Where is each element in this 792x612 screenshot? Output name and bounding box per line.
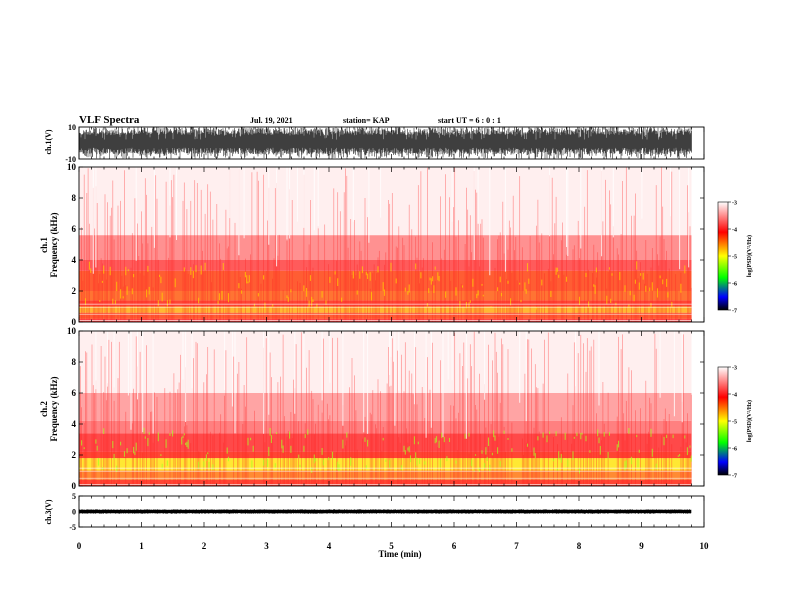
ch1-band-5: [79, 270, 692, 291]
time-tick-3: 3: [264, 541, 269, 551]
ch1-ytick-2: 4: [72, 255, 77, 265]
ch2-spectrogram-panel: ch.2 Frequency (kHz) 0 2 4 6 8 10: [39, 326, 705, 491]
ch2-spectrogram-image: [78, 331, 692, 486]
ch1-ylabel: ch.1(V): [44, 129, 53, 154]
ch3-ylabel: ch.3(V): [44, 499, 53, 524]
time-axis-label: Time (min): [378, 549, 421, 559]
ch1-ytick-0: 0: [72, 317, 77, 327]
ch2-yellow-streaks: [81, 427, 692, 474]
time-tick-6: 6: [452, 541, 457, 551]
ch1-spectrogram-panel: ch.1 Frequency (kHz) 0 2 4 6 8 10: [39, 162, 705, 327]
ch2-band-7: [79, 331, 692, 393]
ch1-colorbar-tick-3: -6: [732, 282, 737, 288]
ch2-colorbar: log(PSD)(V²/Hz) -3 -4 -5 -6 -7: [717, 366, 753, 480]
ch2-band-3: [79, 451, 692, 459]
ch1-colorbar-tick-4: -7: [732, 309, 737, 315]
ch1-white-gaps: [92, 167, 690, 276]
ch3-xticks: [78, 496, 705, 527]
ch2-ytick-1: 2: [72, 450, 77, 460]
ch1-band-3: [79, 300, 692, 307]
ch1-ytick-1: -10: [65, 155, 76, 164]
ch1-spectrogram-image: [78, 167, 692, 322]
ch1-ytick-1: 2: [72, 286, 77, 296]
ch2-colorbar-tick-2: -5: [732, 420, 737, 426]
ch1-band-4: [79, 291, 692, 301]
ch1-colorbar-tick-0: -3: [732, 201, 737, 207]
ch1-waveform-trace: [78, 127, 692, 159]
ch2-ytick-4: 8: [72, 357, 77, 367]
time-tick-0: 0: [77, 541, 82, 551]
ch2-ytick-5: 10: [67, 326, 77, 336]
ch2-band-1: [79, 470, 692, 480]
ch2-freq-label: Frequency (kHz): [49, 376, 59, 441]
ch1-band-6: [79, 260, 692, 271]
ch1-band-7: [79, 235, 692, 260]
ch1-band-2: [79, 306, 692, 313]
time-tick-2: 2: [202, 541, 207, 551]
time-tick-10: 10: [700, 541, 710, 551]
station-label: station= KAP: [343, 116, 390, 125]
ch2-white-gaps: [95, 331, 683, 439]
ch2-band-2: [79, 458, 692, 471]
ch1-xticks: [78, 127, 705, 159]
ch2-colorbar-tick-0: -3: [732, 366, 737, 372]
ch1-colorbar-gradient: [717, 201, 729, 311]
ch2-band-4: [79, 433, 692, 452]
ch1-colorbar: log(PSD)(V²/Hz) -3 -4 -5 -6 -7: [717, 201, 753, 315]
time-tick-9: 9: [639, 541, 644, 551]
figure-title: VLF Spectra: [79, 114, 140, 126]
time-tick-4: 4: [327, 541, 332, 551]
ch3-ytick-2: -5: [69, 523, 76, 532]
ch2-ytick-3: 6: [72, 388, 77, 398]
ch2-band-5: [79, 420, 692, 434]
ch1-ytick-4: 8: [72, 193, 77, 203]
start-time-label: start UT = 6 : 0 : 1: [438, 116, 501, 125]
ch2-label: ch.2: [39, 401, 49, 417]
ch2-band-0: [79, 479, 692, 486]
sp2-xticks: [78, 331, 705, 486]
ch1-colorbar-tick-1: -4: [732, 228, 737, 234]
ch1-band-8: [79, 167, 692, 236]
ch1-ytick-5: 10: [67, 162, 77, 172]
ch3-waveform-panel: ch.3(V) 5 0 -5: [44, 492, 705, 532]
time-tick-8: 8: [577, 541, 582, 551]
ch2-colorbar-label: log(PSD)(V²/Hz): [746, 400, 753, 442]
ch2-ytick-2: 4: [72, 419, 77, 429]
ch2-colorbar-gradient: [717, 366, 729, 476]
ch1-ytick-0: 10: [68, 123, 76, 132]
ch1-waveform-panel: ch.1(V) 10 -10: [44, 123, 705, 164]
ch1-colorbar-label: log(PSD)(V²/Hz): [746, 235, 753, 277]
ch1-ytick-3: 6: [72, 224, 77, 234]
sp1-xticks: [78, 167, 705, 322]
ch1-freq-label: Frequency (kHz): [49, 212, 59, 277]
time-axis: Time (min) 0 1 2 3 4 5 6 7 8 9 10: [77, 541, 709, 559]
time-tick-7: 7: [514, 541, 519, 551]
ch1-label: ch.1: [39, 237, 49, 253]
ch1-band-1: [79, 312, 692, 319]
ch2-band-6: [79, 393, 692, 421]
ch2-ytick-0: 0: [72, 481, 77, 491]
ch1-yellow-streaks: [84, 261, 686, 310]
ch1-colorbar-tick-2: -5: [732, 255, 737, 261]
ch3-waveform-trace: [78, 509, 692, 514]
ch3-ytick-0: 5: [72, 492, 76, 501]
time-tick-5: 5: [389, 541, 394, 551]
time-tick-1: 1: [139, 541, 144, 551]
date-label: Jul. 19, 2021: [250, 116, 293, 125]
ch2-colorbar-tick-1: -4: [732, 393, 737, 399]
ch2-colorbar-tick-3: -6: [732, 447, 737, 453]
ch2-colorbar-tick-4: -7: [732, 474, 737, 480]
ch3-ytick-1: 0: [72, 508, 76, 517]
